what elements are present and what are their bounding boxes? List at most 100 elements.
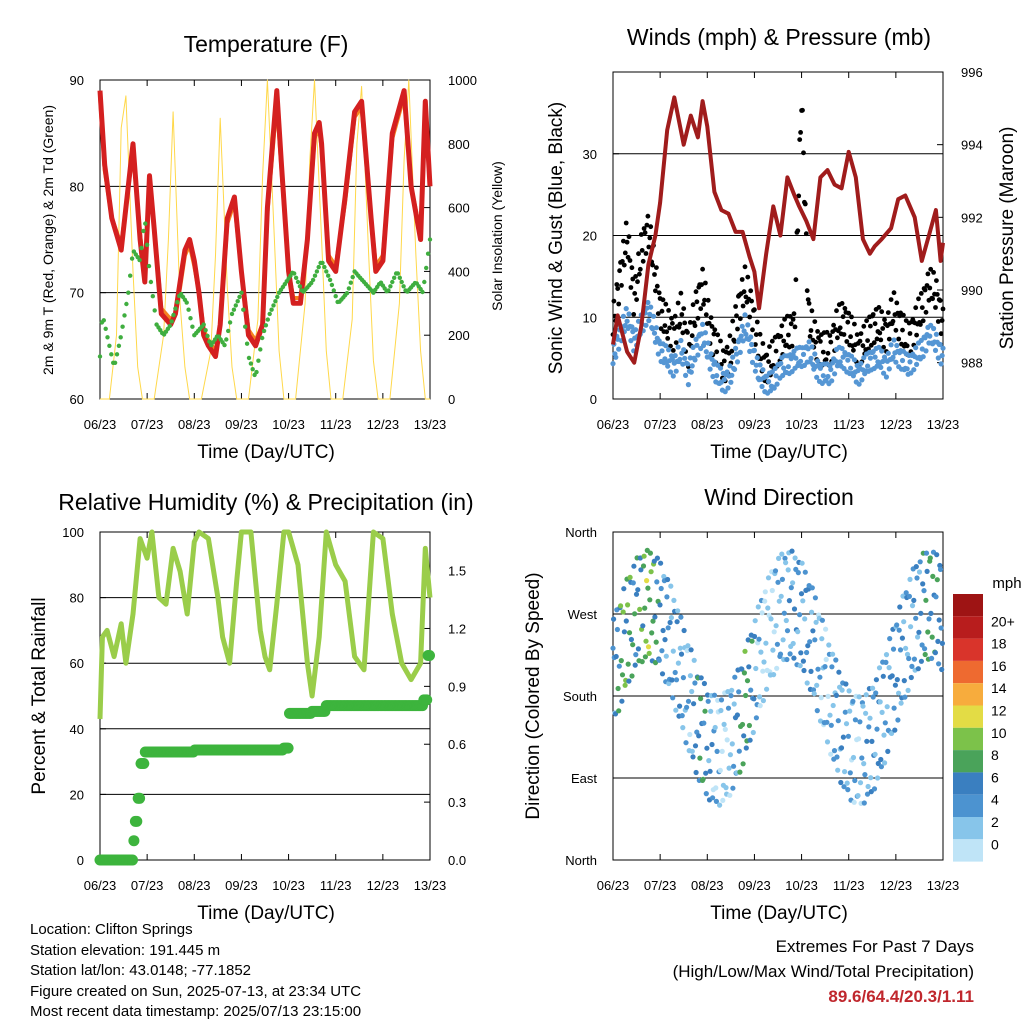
wind-direction-point [841,784,847,790]
dewpoint-point [401,284,406,289]
wind-point [645,299,651,306]
dewpoint-point [97,354,103,359]
wind-direction-point [720,797,726,804]
direction-panel: Wind Direction Time (Day/UTC) Direction … [523,484,1022,924]
dewpoint-point [112,360,118,365]
wind-point [728,379,734,385]
wind-direction-point [906,593,913,600]
wind-direction-point [812,637,818,643]
legend-label: 0 [991,836,999,852]
gust-point [779,323,785,329]
dewpoint-point [399,279,404,285]
wind-direction-point [828,751,834,757]
wind-direction-point [797,663,803,669]
dewpoint-point [241,307,246,312]
wind-direction-point [703,791,709,797]
legend-label: 10 [991,725,1007,741]
dewpoint-point [173,306,178,311]
winds-y2-tick-label: 992 [961,210,983,225]
gust-point [773,348,779,354]
wind-direction-point [783,617,789,624]
gust-point [714,349,720,355]
gust-point [858,331,864,336]
wind-direction-point [769,587,775,594]
wind-direction-point [868,775,874,781]
winds-x-label: Time (Day/UTC) [710,442,848,463]
wind-direction-point [822,664,828,670]
wind-direction-point [690,754,696,760]
gust-point [639,248,645,253]
legend-swatch [953,750,983,773]
gust-point [854,332,860,337]
gust-point [797,137,803,143]
gust-point [919,305,925,310]
wind-direction-point [855,793,861,799]
wind-point [829,378,835,384]
wind-point [708,351,714,357]
wind-direction-point [683,740,689,746]
gust-point [631,312,637,317]
wind-direction-point [672,669,678,676]
gust-point [740,303,746,309]
wind-direction-point [903,590,909,596]
wind-direction-point [647,597,653,603]
wind-point [689,363,695,369]
wind-direction-point [918,610,924,616]
wind-point [848,365,854,371]
wind-direction-point [799,560,805,566]
dewpoint-point [152,308,157,313]
wind-direction-point [727,792,733,798]
gust-point [690,302,696,308]
wind-direction-point [614,626,621,633]
wind-direction-point [788,585,794,591]
dewpoint-point [256,358,261,363]
winds-y2-tick-label: 988 [961,356,983,371]
dewpoint-point [101,318,107,323]
gust-point [815,329,820,334]
wind-point [666,347,672,353]
wind-point [700,321,706,327]
dewpoint-point [229,311,235,317]
wind-direction-point [872,751,878,757]
wind-direction-point [863,692,869,698]
elevation-text: Station elevation: 191.445 m [30,941,221,959]
direction-x-tick-label: 13/23 [927,878,960,893]
humidity-y-tick-label: 60 [70,656,84,671]
wind-point [773,373,779,379]
wind-point [911,367,917,373]
wind-direction-point [845,733,852,739]
wind-direction-point [824,719,830,725]
gust-point [916,296,921,302]
gust-point [616,301,622,307]
wind-direction-point [856,736,862,742]
wind-direction-point [618,603,624,609]
dewpoint-point [267,311,272,317]
wind-direction-point [724,737,730,743]
gust-point [669,315,674,321]
gust-point [787,314,793,319]
wind-direction-point [675,608,681,614]
wind-direction-point [908,674,914,681]
wind-direction-point [666,680,672,687]
gust-point [896,336,902,342]
dewpoint-point [103,326,108,331]
wind-direction-point [932,650,939,656]
wind-direction-point [890,646,897,652]
gust-point [808,328,814,333]
gust-point [923,309,929,315]
gust-point [792,324,798,330]
gust-point [798,130,803,135]
wind-direction-point [698,675,704,681]
dewpoint-point [260,335,265,341]
gust-point [708,315,714,320]
dewpoint-point [246,355,252,361]
gust-point [877,330,883,336]
wind-direction-point [881,732,887,738]
wind-direction-point [678,614,684,620]
gust-point [654,283,660,289]
wind-direction-point [899,635,906,641]
dewpoint-point [348,280,353,285]
wind-direction-point [753,715,760,721]
wind-direction-point [915,634,921,640]
wind-direction-point [747,737,753,743]
